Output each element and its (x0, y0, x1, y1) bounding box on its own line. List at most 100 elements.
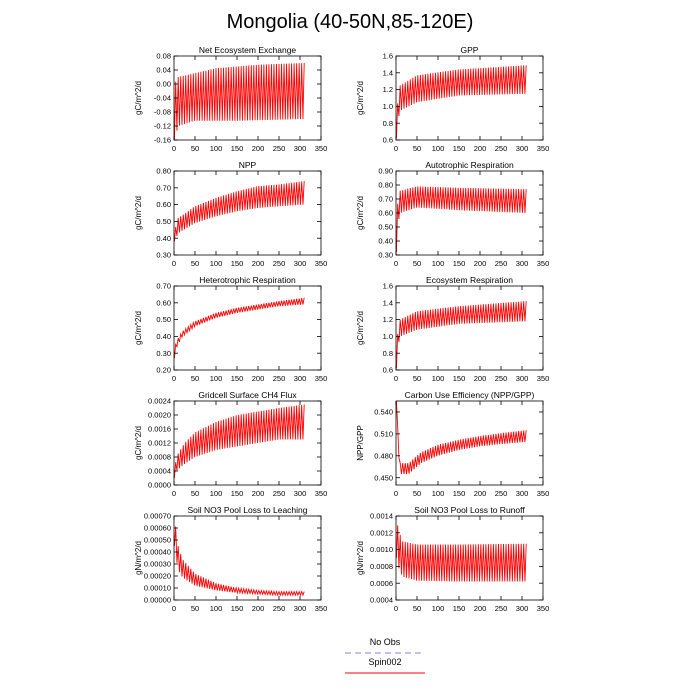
y-tick-label: 0.8 (383, 119, 393, 128)
panel-title: Autotrophic Respiration (425, 160, 514, 170)
series-line-spin002 (174, 62, 305, 140)
legend-label-spin002: Spin002 (368, 657, 401, 667)
y-tick-label: -0.16 (154, 136, 171, 145)
y-tick-label: 0.00 (156, 80, 171, 89)
x-tick-label: 50 (191, 259, 199, 268)
y-tick-label: 0.6 (383, 366, 393, 375)
plot-frame (173, 515, 322, 601)
x-tick-label: 250 (495, 489, 508, 498)
y-tick-label: 1.0 (383, 102, 393, 111)
x-tick-label: 150 (453, 374, 466, 383)
y-tick-label: 0.08 (156, 52, 171, 61)
panel-title: GPP (461, 45, 479, 55)
y-tick-label: 0.0000 (148, 481, 171, 490)
y-tick-label: 0.0012 (370, 528, 393, 537)
x-tick-label: 200 (252, 259, 265, 268)
y-tick-label: 0.0004 (148, 467, 171, 476)
x-tick-label: 100 (432, 259, 445, 268)
y-tick-label: 0.00070 (144, 512, 171, 521)
x-tick-label: 350 (537, 489, 550, 498)
x-tick-label: 300 (294, 374, 307, 383)
y-tick-label: 0.30 (156, 251, 171, 260)
series-line-spin002 (174, 181, 305, 242)
y-tick-label: 1.0 (383, 332, 393, 341)
x-tick-label: 250 (273, 259, 286, 268)
legend-label-no-obs: No Obs (370, 637, 401, 647)
panel-title: Ecosystem Respiration (426, 275, 513, 285)
series-line-spin002 (396, 525, 527, 582)
y-tick-label: -0.12 (154, 122, 171, 131)
y-tick-label: 1.4 (383, 298, 393, 307)
plot-frame (395, 285, 544, 371)
panels: Net Ecosystem Exchange gC/m^2/d 0 50 100 150 2… (134, 45, 549, 613)
y-tick-label: 0.30 (378, 251, 393, 260)
panel-ecosystem-respiration: Ecosystem Respiration gC/m^2/d 0 50 100 150 20… (356, 275, 549, 383)
y-tick-label: 0.60 (378, 209, 393, 218)
panel-gridcell-surface-ch4-flux: Gridcell Surface CH4 Flux gC/m^2/d 0 50 100 1… (134, 390, 327, 498)
x-tick-label: 200 (252, 374, 265, 383)
x-tick-label: 200 (474, 144, 487, 153)
y-tick-label: 0.00020 (144, 572, 171, 581)
y-axis-label: gC/m^2/d (356, 311, 365, 345)
plot-frame (395, 515, 544, 601)
y-tick-label: 0.480 (374, 451, 393, 460)
legend: No Obs Spin002 (345, 637, 425, 674)
y-tick-label: 1.2 (383, 85, 393, 94)
x-tick-label: 300 (294, 259, 307, 268)
y-tick-label: 0.0016 (148, 425, 171, 434)
series-line-spin002 (174, 404, 305, 479)
panel-heterotrophic-respiration: Heterotrophic Respiration gC/m^2/d 0 50 100 1… (134, 275, 327, 383)
panel-gpp: GPP gC/m^2/d 0 50 100 150 200 250 300 350 0.6 0.8 1.… (356, 45, 549, 153)
x-tick-label: 250 (273, 144, 286, 153)
x-tick-label: 200 (474, 259, 487, 268)
x-tick-label: 350 (315, 259, 328, 268)
y-axis-label: NPP/GPP (356, 425, 365, 461)
panel-title: NPP (239, 160, 257, 170)
y-tick-label: 0.0004 (370, 596, 393, 605)
panel-title: Heterotrophic Respiration (199, 275, 296, 285)
x-tick-label: 350 (537, 374, 550, 383)
x-tick-label: 350 (315, 604, 328, 613)
x-tick-label: 350 (315, 489, 328, 498)
y-tick-label: 0.90 (378, 167, 393, 176)
x-tick-label: 300 (516, 489, 529, 498)
x-tick-label: 0 (172, 259, 176, 268)
x-tick-label: 250 (495, 374, 508, 383)
x-tick-label: 350 (315, 374, 328, 383)
y-tick-label: 0.0020 (148, 411, 171, 420)
panel-carbon-use-efficiency-npp-gpp: Carbon Use Efficiency (NPP/GPP) NPP/GPP 0 5… (356, 390, 549, 498)
x-tick-label: 150 (453, 604, 466, 613)
x-tick-label: 150 (231, 374, 244, 383)
x-tick-label: 250 (495, 604, 508, 613)
x-tick-label: 150 (231, 259, 244, 268)
panel-npp: NPP gC/m^2/d 0 50 100 150 200 250 300 350 0.30 0.40… (134, 160, 327, 268)
panel-soil-no3-pool-loss-to-leaching: Soil NO3 Pool Loss to Leaching gN/m^2/d 0 5… (134, 505, 327, 613)
x-tick-label: 50 (413, 374, 421, 383)
x-tick-label: 200 (474, 604, 487, 613)
series-line-spin002 (174, 297, 305, 359)
panel-title: Soil NO3 Pool Loss to Runoff (414, 505, 525, 515)
x-tick-label: 300 (516, 144, 529, 153)
x-tick-label: 250 (495, 144, 508, 153)
x-tick-label: 200 (252, 144, 265, 153)
y-tick-label: 1.4 (383, 68, 393, 77)
x-tick-label: 100 (432, 144, 445, 153)
x-tick-label: 350 (537, 259, 550, 268)
y-tick-label: 0.0006 (370, 579, 393, 588)
series-line-spin002 (174, 526, 305, 597)
y-tick-label: 0.60 (156, 200, 171, 209)
y-axis-label: gC/m^2/d (356, 196, 365, 230)
y-tick-label: 0.00060 (144, 524, 171, 533)
y-tick-label: 0.510 (374, 429, 393, 438)
figure-title: Mongolia (40-50N,85-120E) (227, 11, 474, 33)
y-tick-label: 0.00000 (144, 596, 171, 605)
x-tick-label: 50 (413, 489, 421, 498)
y-tick-label: 0.20 (156, 366, 171, 375)
plot-frame (395, 170, 544, 256)
plot-frame (395, 400, 544, 486)
y-tick-label: 1.2 (383, 315, 393, 324)
x-tick-label: 0 (172, 604, 176, 613)
plot-frame (395, 55, 544, 141)
y-tick-label: 0.00010 (144, 584, 171, 593)
